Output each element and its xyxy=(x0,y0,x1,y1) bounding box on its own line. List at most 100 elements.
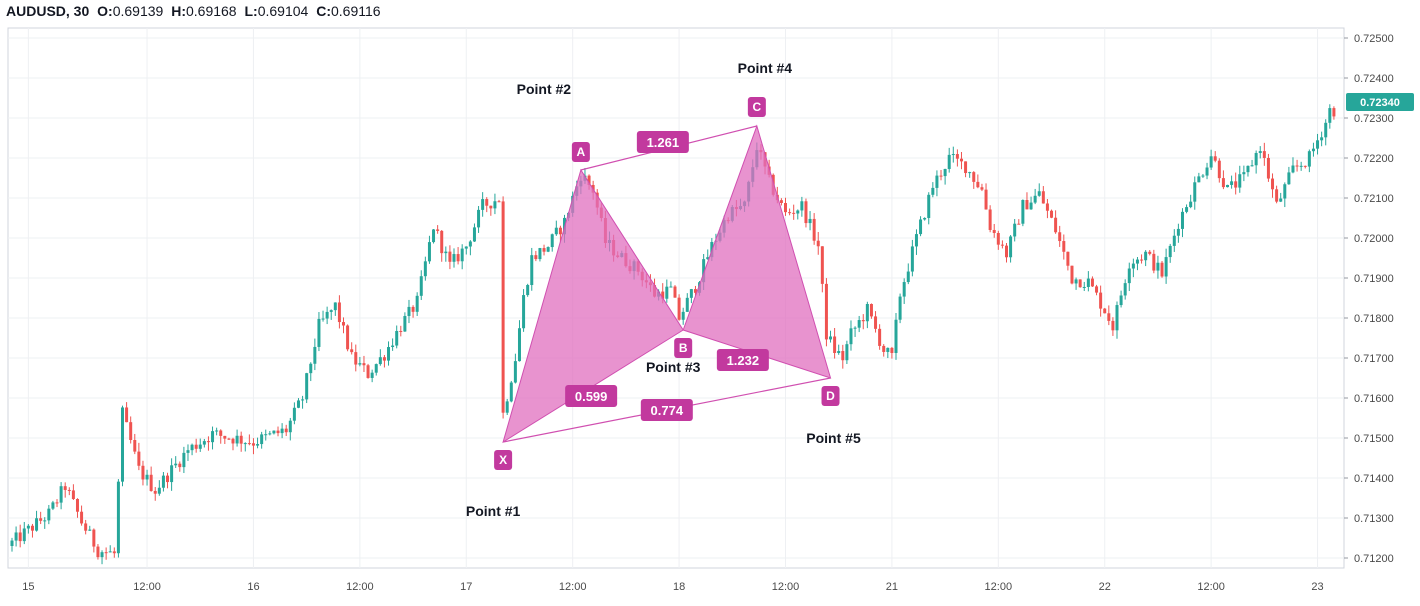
candle-body xyxy=(824,283,828,340)
candle xyxy=(1037,183,1041,197)
y-tick-label: 0.71900 xyxy=(1354,273,1394,285)
candle xyxy=(260,431,264,449)
candle xyxy=(820,246,824,293)
candle-body xyxy=(329,310,333,312)
candle-body xyxy=(1025,200,1029,210)
grid xyxy=(8,28,1344,568)
candle xyxy=(489,205,493,216)
candle-body xyxy=(485,199,489,206)
point-tag-c[interactable]: C xyxy=(747,97,766,117)
x-axis[interactable]: 15 12:00 16 12:00 17 12:00 18 12:00 21 12:00 22 12:… xyxy=(22,581,1323,593)
plot-area[interactable] xyxy=(7,27,1345,569)
point-tag-a[interactable]: A xyxy=(571,142,590,162)
candle-body xyxy=(677,297,681,320)
candle-body xyxy=(301,399,305,401)
x-tick-label: 12:00 xyxy=(346,581,374,593)
candle-body xyxy=(1168,245,1172,258)
y-tick-label: 0.72300 xyxy=(1354,113,1394,125)
candle-body xyxy=(112,551,116,554)
candle xyxy=(472,223,476,242)
candle-body xyxy=(587,175,591,185)
candle-body xyxy=(198,444,202,449)
candle-body xyxy=(1103,308,1107,314)
candle-body xyxy=(1000,244,1004,246)
candle xyxy=(1332,106,1336,120)
candle xyxy=(1189,194,1193,209)
candle xyxy=(1311,142,1315,157)
candle xyxy=(71,484,75,500)
candle-body xyxy=(837,351,841,354)
candle-body xyxy=(829,336,833,340)
ratio-label-xd[interactable]: 0.774 xyxy=(640,399,693,421)
candle-body xyxy=(1307,151,1311,167)
candle-body xyxy=(18,532,22,542)
ratio-label-bd[interactable]: 1.232 xyxy=(716,349,769,371)
low-value: 0.69104 xyxy=(257,3,309,19)
candle-body xyxy=(964,161,968,174)
candle-body xyxy=(1050,210,1054,218)
candle-body xyxy=(779,200,783,204)
candle-body xyxy=(517,328,521,362)
candle xyxy=(1168,243,1172,263)
high-value: 0.69168 xyxy=(185,3,237,19)
candle xyxy=(501,196,505,419)
candle xyxy=(202,438,206,448)
open-key: O: xyxy=(97,3,113,19)
point-tag-x[interactable]: X xyxy=(494,450,513,470)
candle-body xyxy=(292,407,296,421)
candle xyxy=(1275,185,1279,204)
candle-body xyxy=(1123,283,1127,296)
candle xyxy=(1013,218,1017,242)
candle xyxy=(1119,290,1123,308)
candle xyxy=(1176,223,1180,243)
candle-body xyxy=(972,172,976,182)
candle-body xyxy=(149,474,153,491)
candle xyxy=(22,521,26,545)
candle xyxy=(984,183,988,210)
candle-body xyxy=(1238,174,1242,188)
point-tag-b[interactable]: B xyxy=(674,338,693,358)
candle-body xyxy=(354,352,358,365)
candle-body xyxy=(1041,191,1045,204)
candle xyxy=(100,550,104,565)
candle xyxy=(342,317,345,334)
candle xyxy=(268,430,272,436)
candle-body xyxy=(665,286,669,299)
candle-body xyxy=(898,296,902,320)
point-tag-d[interactable]: D xyxy=(821,386,840,406)
candle-body xyxy=(178,463,182,468)
candle-body xyxy=(1266,157,1270,179)
candle-body xyxy=(14,532,18,541)
candle-body xyxy=(1303,165,1307,167)
candle xyxy=(1221,170,1225,190)
close-key: C: xyxy=(316,3,331,19)
ratio-badge xyxy=(565,385,618,407)
candle xyxy=(247,434,251,446)
candle xyxy=(788,208,792,216)
candle xyxy=(996,230,1000,250)
candle xyxy=(329,309,333,320)
candle xyxy=(1164,248,1168,284)
ratio-label-xb[interactable]: 0.599 xyxy=(565,385,618,407)
candle-body xyxy=(1193,182,1197,202)
candle-body xyxy=(497,201,501,203)
candle-body xyxy=(141,465,145,480)
candle xyxy=(460,244,464,270)
point-label: Point #3 xyxy=(646,359,701,375)
candle xyxy=(824,278,828,347)
y-tick-label: 0.71600 xyxy=(1354,393,1394,405)
candle xyxy=(1324,119,1328,146)
candle xyxy=(161,472,165,492)
candle xyxy=(75,498,79,518)
ratio-label-ac[interactable]: 1.261 xyxy=(636,131,689,153)
candle xyxy=(1242,165,1246,182)
candle xyxy=(1066,251,1070,271)
candle-body xyxy=(1246,165,1250,173)
y-axis[interactable]: 0.71200 0.71300 0.71400 0.71500 0.71600 0.717… xyxy=(1344,33,1394,565)
y-tick-label: 0.71700 xyxy=(1354,353,1394,365)
candle xyxy=(382,354,386,368)
candle-body xyxy=(550,234,554,248)
candle xyxy=(890,346,894,359)
